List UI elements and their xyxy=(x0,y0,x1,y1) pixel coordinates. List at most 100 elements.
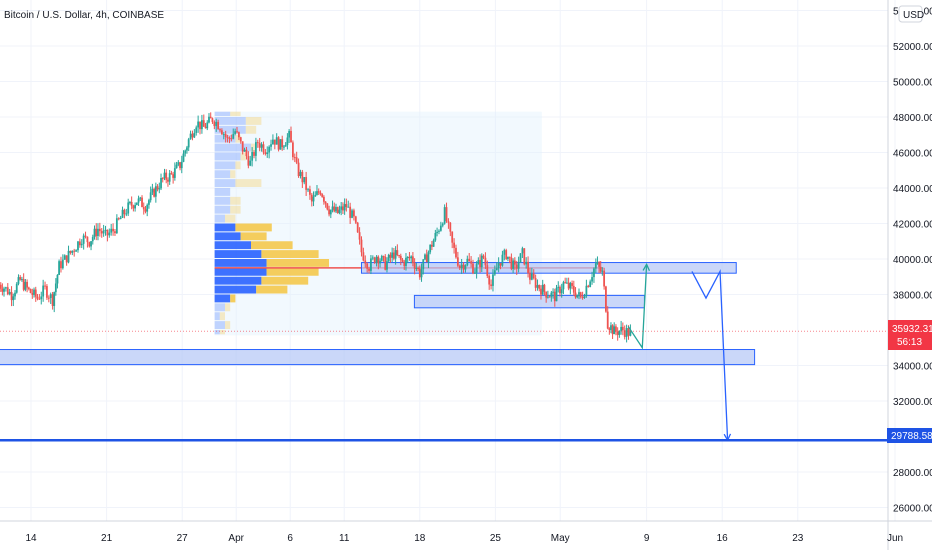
candle-body xyxy=(272,139,274,145)
volume-profile-up-bar xyxy=(214,321,225,329)
candle-body xyxy=(61,259,64,269)
price-axis[interactable]: 26000.00 28000.00 32000.00 34000.00 38000.00… xyxy=(887,0,932,550)
currency-button[interactable]: USD xyxy=(898,5,924,23)
candle-body xyxy=(0,284,2,289)
candle-body xyxy=(270,144,272,147)
candle-body xyxy=(611,325,614,335)
candle-body xyxy=(601,270,604,272)
candle-body xyxy=(464,265,467,270)
candle-body xyxy=(243,149,246,152)
candle-body xyxy=(373,257,376,263)
candle-body xyxy=(480,255,483,268)
candle-body xyxy=(232,133,235,139)
candle-body xyxy=(379,260,381,264)
candle-body xyxy=(154,186,157,197)
candle-body xyxy=(439,225,442,231)
candle-body xyxy=(33,289,35,295)
volume-profile-down-bar xyxy=(235,134,241,143)
candle-body xyxy=(598,262,600,267)
candle-body xyxy=(78,241,81,246)
time-tick-label: 23 xyxy=(792,533,804,544)
volume-profile-up-bar xyxy=(214,232,241,241)
support-zone-lower[interactable] xyxy=(0,349,756,366)
candle-body xyxy=(477,259,480,265)
candle-body xyxy=(550,292,553,297)
candle-body xyxy=(226,137,229,139)
candle-body xyxy=(141,197,143,208)
currency-button-frame[interactable] xyxy=(898,5,923,23)
candle-body xyxy=(295,157,298,163)
candle-body xyxy=(410,256,413,259)
candle-body xyxy=(505,250,508,260)
candle-body xyxy=(353,210,355,217)
candle-body xyxy=(608,328,611,330)
volume-profile-up-bar xyxy=(214,111,231,116)
candle-body xyxy=(441,223,444,226)
short-term-bounce-arrow[interactable] xyxy=(627,264,648,350)
candle-body xyxy=(456,257,459,266)
volume-profile-up-bar xyxy=(214,196,231,205)
candle-body xyxy=(345,204,348,208)
time-axis[interactable]: 14 21 27 Apr 6 11 18 25 May 9 16 23 Jun xyxy=(0,520,932,544)
candle-body xyxy=(525,261,528,265)
volume-profile-down-bar xyxy=(240,152,246,161)
target-price-tag: 29788.58 xyxy=(887,428,932,443)
candle-body xyxy=(132,205,135,209)
candle-body xyxy=(589,281,592,287)
candle-body xyxy=(97,228,99,237)
candle-body xyxy=(540,288,542,295)
candle-body xyxy=(490,284,492,286)
candle-body xyxy=(565,282,568,284)
candle-body xyxy=(125,213,128,215)
support-zone-mid[interactable] xyxy=(413,294,645,309)
candle-body xyxy=(529,272,531,280)
projection-drawings[interactable] xyxy=(627,262,732,442)
candle-body xyxy=(177,162,180,165)
candle-body xyxy=(277,137,280,150)
candle-body xyxy=(445,207,448,222)
long-term-drop-path[interactable] xyxy=(691,269,729,441)
candle-body xyxy=(427,252,430,263)
candle-body xyxy=(572,285,575,293)
candle-body xyxy=(189,133,192,140)
time-tick-label: 16 xyxy=(717,533,729,544)
candle-body xyxy=(512,260,515,269)
candle-body xyxy=(275,137,278,145)
candle-body xyxy=(398,255,400,257)
volume-profile-down-bar xyxy=(219,330,225,335)
candle-body xyxy=(453,242,455,248)
candle-body xyxy=(420,269,423,278)
volume-profile-down-bar xyxy=(251,143,257,152)
candle-body xyxy=(399,255,402,260)
candle-body xyxy=(429,244,432,253)
candle-body xyxy=(165,172,168,180)
candle-body xyxy=(545,291,548,298)
candle-body xyxy=(546,296,549,298)
candle-body xyxy=(239,137,242,142)
candle-body xyxy=(15,283,18,293)
candle-body xyxy=(382,256,385,258)
candle-body xyxy=(86,236,89,243)
candle-body xyxy=(312,196,315,202)
candle-body xyxy=(430,244,433,247)
candle-body xyxy=(331,206,334,210)
candle-body xyxy=(158,188,161,190)
candle-body xyxy=(130,202,133,206)
volume-profile-up-bar xyxy=(214,294,231,303)
candle-body xyxy=(151,188,154,193)
resistance-zone-upper[interactable] xyxy=(360,262,737,274)
volume-profile-up-bar xyxy=(214,143,251,152)
candle-body xyxy=(209,116,212,119)
candle-body xyxy=(249,160,252,166)
candle-body xyxy=(305,177,308,190)
candle-body xyxy=(144,209,147,212)
candle-body xyxy=(167,179,169,182)
currency-button-label[interactable]: USD xyxy=(903,10,924,21)
candle-body xyxy=(100,231,103,234)
short-term-bounce-arrow-arrowhead xyxy=(642,262,651,271)
target-line-group[interactable] xyxy=(0,330,888,442)
candle-body xyxy=(389,254,392,258)
candle-body xyxy=(256,142,259,144)
price-zones[interactable] xyxy=(0,262,756,366)
